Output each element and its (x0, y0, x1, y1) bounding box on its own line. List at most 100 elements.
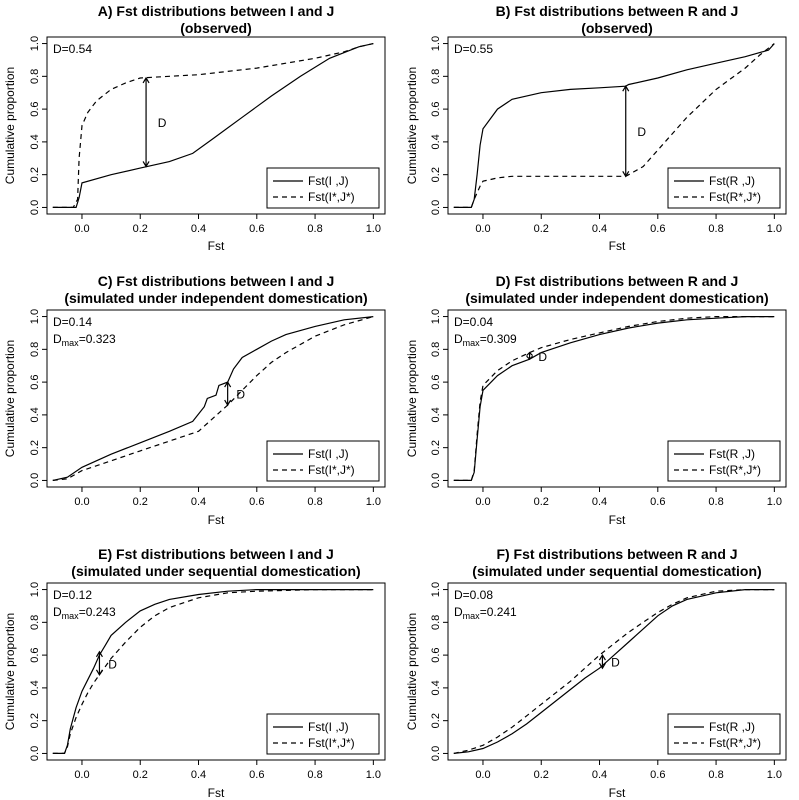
y-tick-label: 0.8 (29, 69, 41, 84)
y-tick-label: 1.0 (29, 582, 41, 597)
legend-box (667, 167, 781, 209)
dmax-symbol: D (454, 332, 463, 346)
x-axis-label: Fst (609, 239, 626, 253)
chart-title-line1: D) Fst distributions between R and J (496, 273, 739, 289)
x-tick-label: 0.6 (249, 223, 264, 235)
chart-title-line2: (simulated under sequential domesticatio… (472, 563, 761, 579)
dmax-symbol: D (53, 332, 62, 346)
series-line-1 (453, 43, 775, 208)
d-marker-label: D (538, 350, 547, 364)
y-tick-label: 0.4 (430, 134, 442, 149)
legend-label: Fst(I ,J) (308, 174, 349, 188)
x-tick-label: 0.8 (708, 769, 723, 781)
x-axis-label: Fst (208, 513, 225, 527)
chart-title-line1: C) Fst distributions between I and J (98, 273, 334, 289)
d-marker-label: D (637, 125, 646, 139)
y-tick-label: 0.8 (430, 615, 442, 630)
d-marker-arrowhead-bottom (622, 170, 630, 178)
x-tick-label: 0.8 (307, 496, 322, 508)
x-tick-label: 0.2 (133, 496, 148, 508)
chart-title-line1: F) Fst distributions between R and J (496, 546, 737, 562)
series-line-1 (453, 588, 775, 754)
series-line-1 (52, 588, 374, 755)
y-tick-label: 0.4 (29, 407, 41, 422)
y-tick-label: 0.8 (430, 342, 442, 357)
d-statistic: D=0.04 (454, 315, 493, 329)
series-line-2 (52, 316, 374, 481)
chart-title-line2: (simulated under independent domesticati… (64, 290, 367, 306)
d-marker-arrowhead-bottom (224, 399, 232, 407)
x-tick-label: 0.6 (650, 223, 665, 235)
x-tick-label: 0.0 (475, 223, 490, 235)
x-axis-label: Fst (208, 239, 225, 253)
chart-panel-6: F) Fst distributions between R and J(sim… (405, 546, 787, 800)
y-axis-label: Cumulative proportion (3, 613, 17, 730)
chart-panel-5: E) Fst distributions between I and J(sim… (3, 546, 386, 800)
y-tick-label: 0.8 (430, 69, 442, 84)
x-tick-label: 0.0 (475, 496, 490, 508)
x-tick-label: 0.8 (708, 223, 723, 235)
d-marker-label: D (158, 116, 167, 130)
y-tick-label: 0.4 (29, 134, 41, 149)
y-tick-label: 0.2 (29, 167, 41, 182)
chart-title-line1: B) Fst distributions between R and J (496, 3, 739, 19)
y-axis-label: Cumulative proportion (3, 67, 17, 184)
d-marker-arrowhead-bottom (526, 355, 534, 361)
y-tick-label: 0.2 (29, 440, 41, 455)
y-tick-label: 0.6 (430, 374, 442, 389)
d-marker-arrowhead-top (95, 650, 103, 658)
dmax-value: =0.323 (79, 332, 116, 346)
chart-title-line2: (simulated under independent domesticati… (465, 290, 768, 306)
legend-label: Fst(I*,J*) (308, 190, 355, 204)
legend-box (266, 167, 380, 209)
y-tick-label: 0.6 (430, 101, 442, 116)
y-axis-label: Cumulative proportion (3, 340, 17, 457)
x-tick-label: 0.2 (534, 769, 549, 781)
dmax-subscript: max (62, 338, 80, 348)
legend-label: Fst(R ,J) (709, 720, 755, 734)
x-tick-label: 1.0 (767, 769, 782, 781)
x-tick-label: 1.0 (767, 223, 782, 235)
dmax-statistic: Dmax=0.309 (454, 332, 517, 348)
chart-title-line2: (observed) (180, 20, 252, 36)
y-axis-label: Cumulative proportion (405, 67, 419, 184)
dmax-value: =0.309 (480, 332, 517, 346)
d-marker-arrowhead-bottom (95, 669, 103, 676)
x-tick-label: 0.2 (133, 223, 148, 235)
legend-label: Fst(R*,J*) (709, 463, 761, 477)
x-tick-label: 0.2 (534, 223, 549, 235)
chart-panel-2: B) Fst distributions between R and J(obs… (405, 3, 787, 253)
legend-label: Fst(R*,J*) (709, 736, 761, 750)
x-tick-label: 0.0 (475, 769, 490, 781)
dmax-value: =0.243 (79, 605, 116, 619)
d-marker-label: D (108, 657, 117, 671)
y-tick-label: 0.0 (430, 473, 442, 488)
y-tick-label: 0.4 (430, 680, 442, 695)
series-line-2 (453, 588, 775, 754)
x-tick-label: 0.4 (592, 223, 607, 235)
d-marker-label: D (611, 656, 620, 670)
series-line-2 (453, 316, 775, 481)
series-line-1 (453, 316, 775, 481)
x-tick-label: 0.2 (534, 496, 549, 508)
dmax-subscript: max (463, 338, 481, 348)
y-tick-label: 0.0 (29, 746, 41, 761)
x-tick-label: 0.6 (249, 496, 264, 508)
x-tick-label: 0.4 (191, 769, 206, 781)
chart-panel-4: D) Fst distributions between R and J(sim… (405, 273, 787, 527)
x-tick-label: 0.6 (650, 769, 665, 781)
d-marker-arrowhead-bottom (142, 161, 150, 168)
legend-box (667, 440, 781, 482)
y-tick-label: 1.0 (430, 36, 442, 51)
d-statistic: D=0.14 (53, 315, 92, 329)
legend-label: Fst(R*,J*) (709, 190, 761, 204)
y-tick-label: 0.0 (29, 473, 41, 488)
d-marker-arrowhead-top (622, 85, 630, 92)
y-tick-label: 0.6 (29, 101, 41, 116)
d-marker-arrowhead-top (598, 653, 606, 661)
series-line-1 (52, 43, 374, 208)
x-axis-label: Fst (609, 513, 626, 527)
d-marker-arrowhead-top (224, 380, 232, 388)
